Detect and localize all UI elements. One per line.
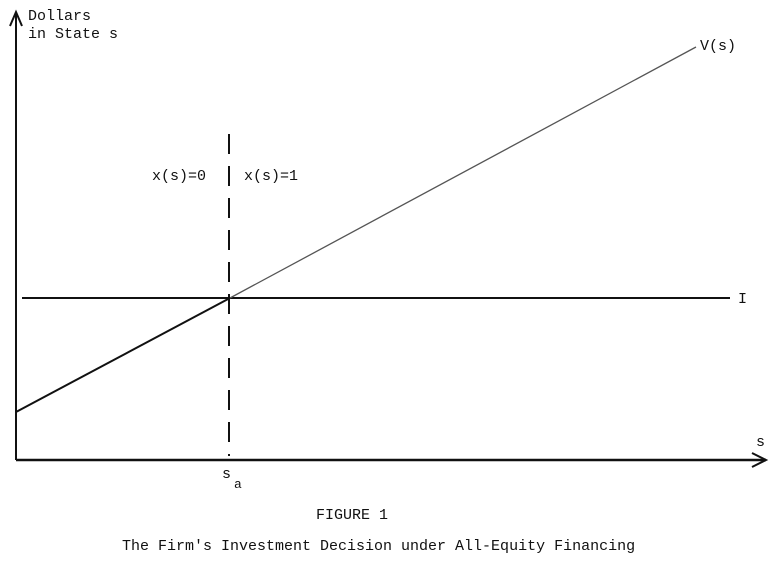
figure-caption: The Firm's Investment Decision under All… (122, 538, 635, 555)
y-axis-arrowhead (9, 9, 23, 27)
x-axis-arrowhead (751, 452, 769, 468)
left-region-label: x(s)=0 (152, 168, 206, 185)
x-axis (16, 452, 769, 468)
y-axis-label-line2: in State s (28, 26, 118, 43)
value-curve-label: V(s) (700, 38, 736, 55)
investment-line-label: I (738, 291, 747, 308)
right-region-label: x(s)=1 (244, 168, 298, 185)
x-axis-label: s (756, 434, 765, 451)
y-axis-label-line1: Dollars (28, 8, 91, 25)
threshold-label: s (222, 466, 231, 483)
y-axis (9, 9, 23, 460)
threshold-label-subscript: a (234, 477, 242, 492)
value-curve (15, 46, 697, 413)
figure-number-label: FIGURE 1 (316, 507, 388, 524)
